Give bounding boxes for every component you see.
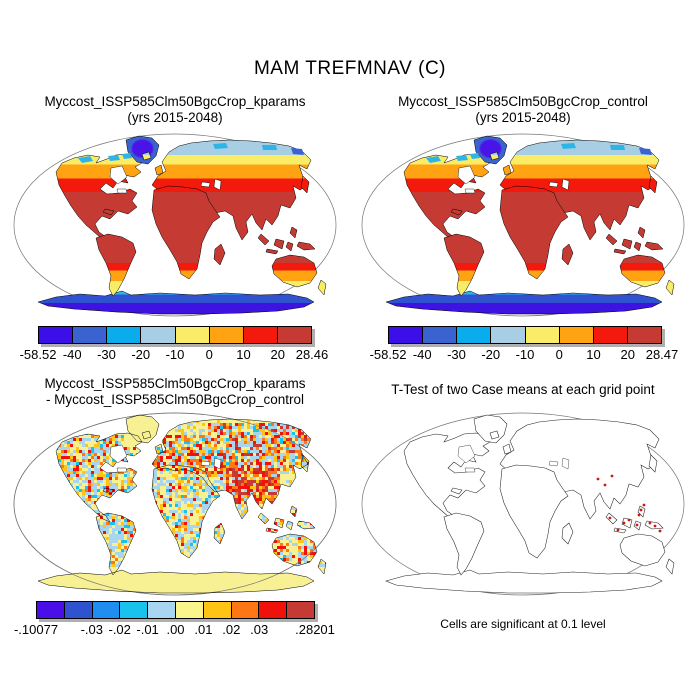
panel-title-diff-line1: Myccost_ISSP585Clm50BgcCrop_kparams [44, 376, 306, 391]
colorbar-difference-labels: -.10077 -.03 -.02 -.01.00.01.02.03.28201 [13, 622, 335, 637]
colorbar-kparams: -58.52 -40 -30 -20 -10 0 10 20 28.46 [19, 326, 329, 363]
colorbar-difference-swatches [36, 601, 315, 619]
colorbar-control-swatches [388, 326, 662, 344]
panel-title-diff: Myccost_ISSP585Clm50BgcCrop_kparams - My… [10, 376, 340, 408]
colorbar-kparams-labels: -58.52 -40 -30 -20 -10 0 10 20 28.46 [19, 347, 329, 362]
significance-note: Cells are significant at 0.1 level [440, 617, 606, 631]
panel-title-kparams-line1: Myccost_ISSP585Clm50BgcCrop_kparams [44, 94, 306, 109]
colorbar-kparams-swatches [38, 326, 312, 344]
panel-title-control-line2: (yrs 2015-2048) [475, 110, 571, 125]
panel-title-control-line1: Myccost_ISSP585Clm50BgcCrop_control [398, 94, 648, 109]
map-control [361, 133, 685, 317]
panel-title-ttest-line1: T-Test of two Case means at each grid po… [391, 382, 655, 397]
map-difference [13, 412, 337, 596]
colorbar-control: -58.52 -40 -30 -20 -10 0 10 20 28.47 [369, 326, 679, 363]
panel-title-diff-line2: - Myccost_ISSP585Clm50BgcCrop_control [45, 392, 305, 407]
map-kparams [13, 133, 337, 317]
map-ttest [361, 412, 685, 596]
colorbar-difference: -.10077 -.03 -.02 -.01.00.01.02.03.28201 [13, 601, 335, 638]
figure-title: MAM TREFMNAV (C) [253, 58, 446, 79]
panel-title-kparams-line2: (yrs 2015-2048) [127, 110, 223, 125]
panel-title-control: Myccost_ISSP585Clm50BgcCrop_control (yrs… [358, 94, 688, 126]
panel-title-ttest: T-Test of two Case means at each grid po… [358, 382, 688, 398]
panel-title-kparams: Myccost_ISSP585Clm50BgcCrop_kparams (yrs… [10, 94, 340, 126]
colorbar-control-labels: -58.52 -40 -30 -20 -10 0 10 20 28.47 [369, 347, 679, 362]
